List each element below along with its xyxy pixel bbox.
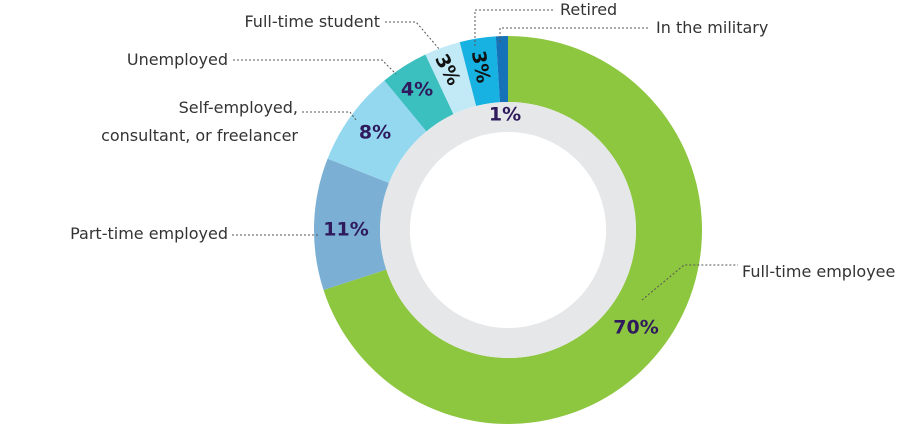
value-label: 1%: [489, 104, 521, 126]
donut-hole: [410, 132, 606, 328]
leader-line: [233, 59, 397, 75]
donut-slice: [425, 42, 477, 115]
value-label: 4%: [401, 79, 433, 101]
donut-slice: [459, 36, 500, 107]
leader-line: [385, 21, 441, 51]
leader-line: [499, 27, 650, 42]
value-label: 70%: [613, 317, 658, 339]
category-label: Part-time employed: [70, 224, 228, 243]
value-label: 11%: [323, 219, 368, 241]
category-label: Retired: [560, 0, 618, 19]
donut-slice: [327, 80, 427, 183]
donut-slice: [313, 158, 389, 290]
category-label: Self-employed, consultant, or freelancer: [101, 98, 298, 145]
category-label: Full-time student: [244, 12, 380, 31]
value-label: 8%: [359, 122, 391, 144]
category-label: Full-time employee: [742, 262, 896, 281]
inner-ring: [380, 102, 636, 358]
donut-slice: [384, 54, 454, 132]
donut-slice: [323, 36, 702, 424]
category-label: Unemployed: [126, 50, 228, 69]
donut-slice: [495, 36, 508, 103]
leader-line: [474, 9, 555, 46]
category-label: In the military: [656, 18, 769, 37]
leader-line: [302, 111, 357, 121]
